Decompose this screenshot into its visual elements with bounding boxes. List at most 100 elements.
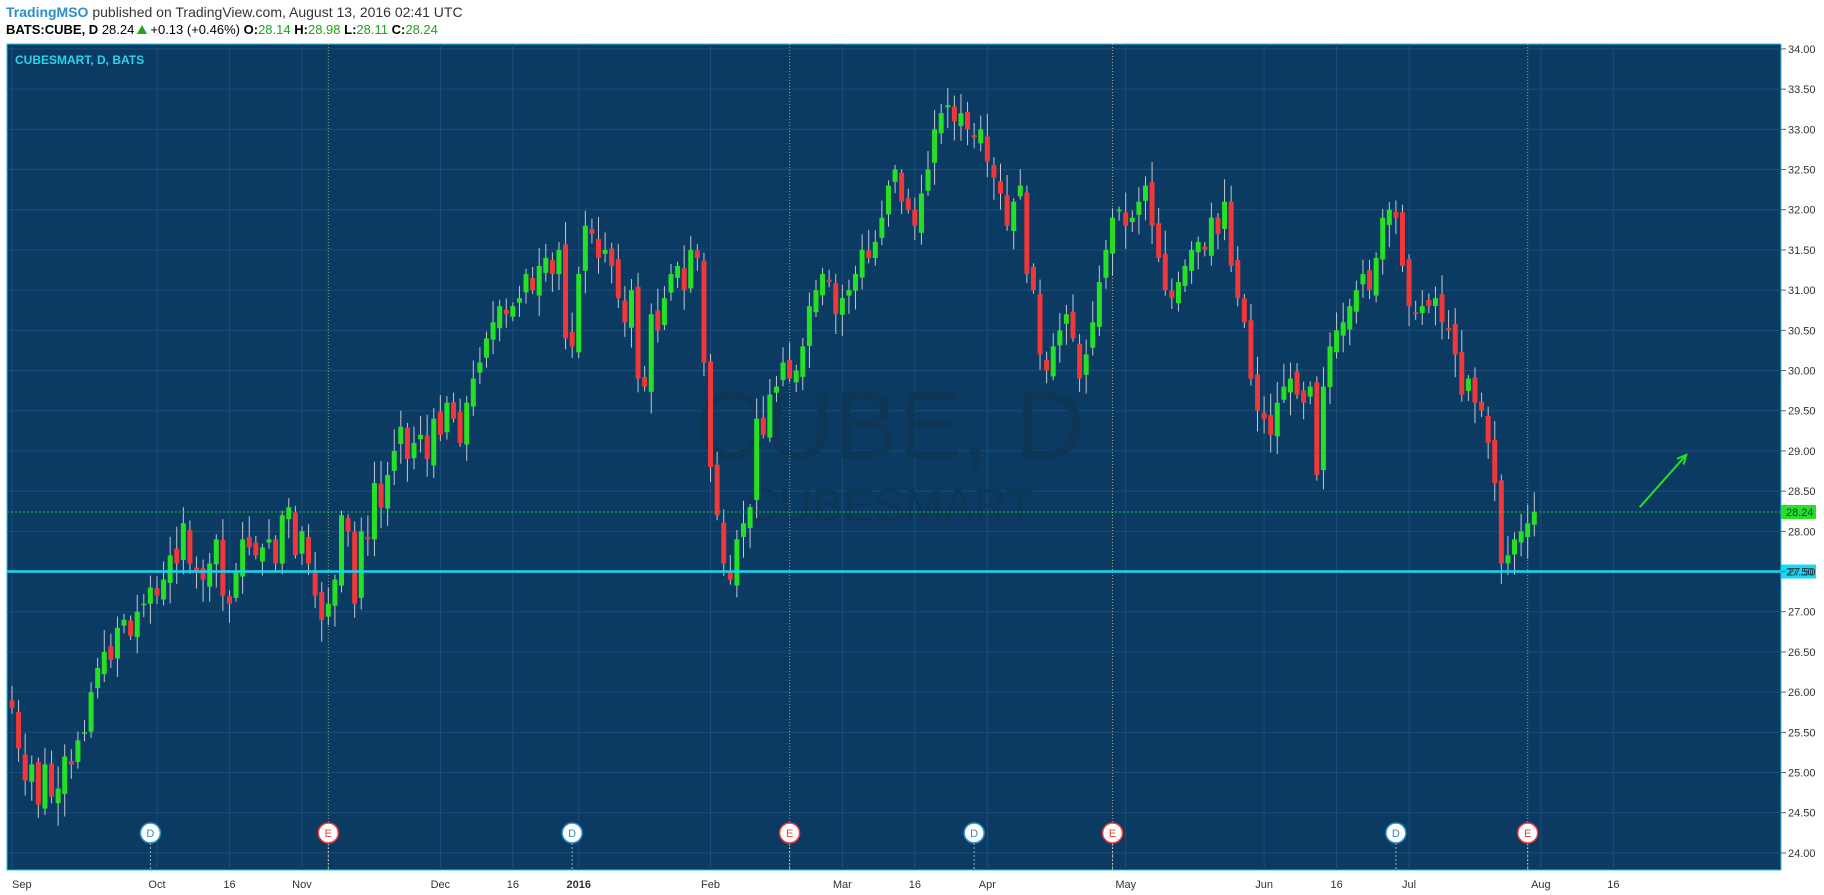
earnings-marker[interactable] [1101,822,1124,844]
price-tick-label: 30.00 [1788,366,1816,378]
time-tick-label: Jul [1402,879,1416,891]
candle-body [1017,185,1023,197]
candle-body [497,306,503,329]
time-tick-label: Mar [833,879,852,891]
candle-body [1050,346,1056,377]
candle-body [1261,412,1267,419]
candle-body [932,129,938,163]
candle-body [1070,311,1076,339]
candle-body [1492,439,1498,484]
candle-body [1373,257,1379,296]
author-link[interactable]: TradingMSO [6,4,89,20]
price-tick-label: 24.50 [1788,808,1816,820]
candle-body [200,568,206,580]
candle-body [490,322,496,340]
candle-body [1281,386,1287,400]
candle-body [233,571,239,598]
candle-body [464,402,470,445]
support-price-badge-label: 27.50 [1786,567,1814,579]
candle-body [1149,181,1155,226]
close-label: C: [391,22,406,37]
earnings-marker[interactable] [778,822,801,844]
candle-body [1037,294,1043,355]
trend-arrow[interactable] [1638,453,1688,508]
watermark: CUBE, D CUBESMART [695,372,1084,531]
candle-body [925,169,931,191]
candle-body [266,539,272,543]
candle-body [306,536,312,564]
candle-body [220,539,226,596]
candle-body [820,274,826,296]
open-label: O: [243,22,259,37]
candle-body [628,290,634,328]
candle-body [16,711,22,749]
price-tick-label: 27.50 [1788,567,1816,579]
candle-body [253,542,259,556]
candle-body [998,181,1003,194]
price-axis[interactable]: 24.00 24.50 25.00 25.50 26.00 26.50 27.00 27.50… [1781,44,1816,860]
candle-body [49,763,55,797]
candle-body [1090,322,1096,348]
candle-body [622,300,628,323]
candle-body [866,250,872,258]
price-tick-label: 26.50 [1788,647,1816,659]
candle-body [187,530,193,564]
earnings-marker[interactable] [317,822,340,844]
earnings-marker[interactable] [1516,822,1539,844]
last-price-badge-label: 28.24 [1786,507,1814,519]
dividend-marker[interactable] [963,822,985,844]
candle-body [1498,480,1504,564]
candle-body [563,244,569,339]
candle-body [668,274,674,293]
candle-body [1096,282,1102,327]
candle-body [114,627,120,659]
candle-body [161,579,167,600]
candle-body [411,442,417,459]
candle-body [787,359,793,379]
grid-lines [7,44,1781,870]
candle-body [536,266,542,296]
price-chart[interactable]: CUBE, D CUBESMART 28.24 27.50 D E D E D E D E 24… [0,43,1824,895]
candle-body [859,249,865,278]
candle-body [391,450,397,471]
candle-body [1307,386,1313,397]
time-axis[interactable]: Sep Oct 16 Nov Dec 16 2016 Feb Mar 16 Apr May Jun 16 J… [12,879,1619,891]
candle-body [1334,330,1340,353]
candle-body [635,286,641,379]
candle-body [853,274,859,291]
time-tick-label: 16 [223,879,235,891]
dividend-marker[interactable] [561,822,583,844]
candle-body [1182,266,1188,286]
candle-body [325,603,331,617]
candle-body [141,603,147,606]
price-lines[interactable]: 28.24 27.50 [7,505,1816,579]
candle-body [1439,294,1445,323]
candle-body [1294,371,1300,395]
arrow-head-icon [1676,453,1688,465]
candle-body [1360,274,1366,285]
candle-body [470,378,476,407]
candle-body [1432,298,1438,307]
candle-body [1380,217,1386,260]
candle-body [846,290,852,296]
candle-body [319,592,325,620]
dividend-marker[interactable] [139,822,162,844]
publication-line: TradingMSO published on TradingView.com,… [6,4,463,20]
candle-body [833,283,839,315]
open-value: 28.14 [258,22,291,37]
candle-body [576,274,582,353]
candle-body [879,217,885,238]
dividend-marker[interactable] [1385,822,1407,844]
candle-body [773,386,779,393]
candle-body [88,692,94,732]
candle-body [1301,390,1307,403]
high-label: H: [294,22,308,37]
candle-body [582,225,588,271]
watermark-company: CUBESMART [746,479,1034,531]
price-tick-label: 28.50 [1788,486,1816,498]
candle-body [431,418,437,466]
candle-body [1465,378,1471,391]
candle-body [569,331,575,347]
candle-body [1479,401,1485,411]
